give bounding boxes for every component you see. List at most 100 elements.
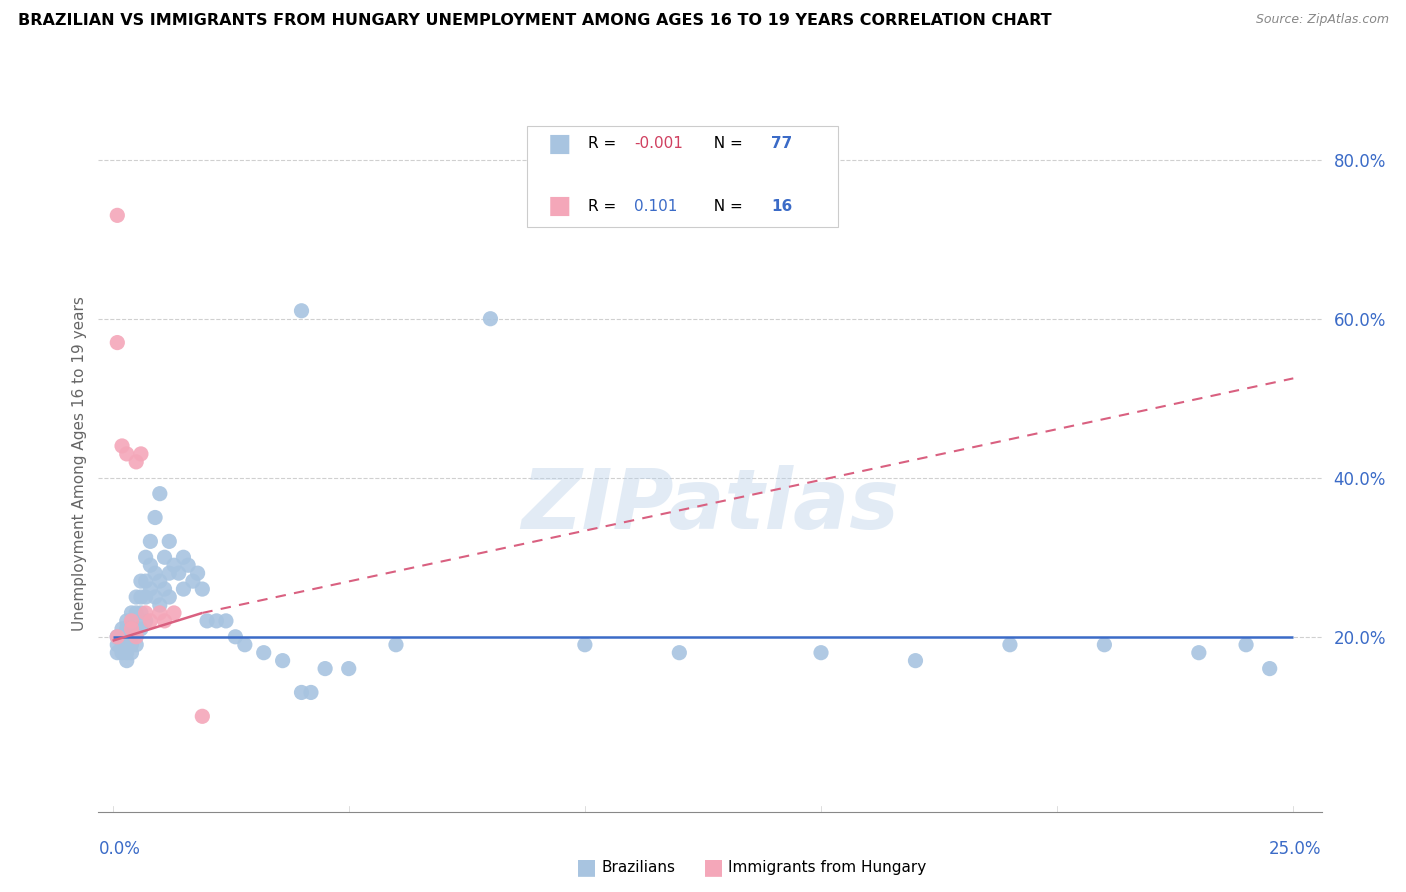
Text: 0.101: 0.101	[634, 199, 678, 214]
Point	[135, 614, 157, 628]
Text: ■: ■	[576, 857, 598, 877]
Point	[172, 582, 194, 596]
Point	[205, 614, 228, 628]
Text: R =: R =	[588, 199, 621, 214]
Point	[115, 646, 138, 660]
Point	[1188, 646, 1211, 660]
Point	[129, 447, 152, 461]
Point	[121, 614, 143, 628]
Point	[224, 630, 246, 644]
Point	[157, 534, 180, 549]
Text: ■: ■	[547, 194, 571, 219]
Point	[111, 638, 134, 652]
Point	[149, 574, 172, 588]
Point	[153, 550, 176, 565]
Point	[191, 709, 214, 723]
Point	[143, 510, 166, 524]
Point	[1234, 638, 1257, 652]
Point	[105, 630, 128, 644]
Text: N =: N =	[704, 199, 748, 214]
Point	[139, 582, 162, 596]
Point	[129, 622, 152, 636]
Point	[105, 208, 128, 222]
Point	[105, 630, 128, 644]
Point	[153, 614, 176, 628]
Point	[105, 638, 128, 652]
Text: Immigrants from Hungary: Immigrants from Hungary	[728, 860, 927, 874]
Point	[181, 574, 204, 588]
Text: ■: ■	[703, 857, 724, 877]
Point	[105, 335, 128, 350]
Point	[135, 574, 157, 588]
Point	[115, 654, 138, 668]
Point	[125, 590, 148, 604]
Text: N =: N =	[704, 136, 748, 152]
Text: 25.0%: 25.0%	[1270, 839, 1322, 857]
Point	[121, 638, 143, 652]
Point	[115, 622, 138, 636]
Point	[129, 574, 152, 588]
Text: BRAZILIAN VS IMMIGRANTS FROM HUNGARY UNEMPLOYMENT AMONG AGES 16 TO 19 YEARS CORR: BRAZILIAN VS IMMIGRANTS FROM HUNGARY UNE…	[18, 13, 1052, 29]
Point	[157, 590, 180, 604]
Point	[139, 534, 162, 549]
Point	[125, 606, 148, 620]
Point	[121, 606, 143, 620]
Point	[299, 685, 322, 699]
Point	[172, 550, 194, 565]
Point	[167, 566, 190, 581]
Point	[115, 630, 138, 644]
Point	[337, 662, 360, 676]
Point	[111, 630, 134, 644]
Point	[111, 630, 134, 644]
Point	[105, 646, 128, 660]
Point	[314, 662, 336, 676]
Point	[998, 638, 1021, 652]
Point	[121, 646, 143, 660]
Point	[1092, 638, 1115, 652]
Point	[233, 638, 256, 652]
Point	[187, 566, 209, 581]
Point	[111, 622, 134, 636]
Point	[139, 614, 162, 628]
Point	[149, 598, 172, 612]
Point	[125, 622, 148, 636]
Point	[135, 550, 157, 565]
Point	[810, 646, 832, 660]
Point	[129, 606, 152, 620]
Point	[177, 558, 200, 573]
Point	[115, 614, 138, 628]
Point	[163, 606, 186, 620]
Point	[125, 638, 148, 652]
Point	[290, 685, 312, 699]
Point	[215, 614, 238, 628]
Point	[125, 630, 148, 644]
Point	[271, 654, 294, 668]
Y-axis label: Unemployment Among Ages 16 to 19 years: Unemployment Among Ages 16 to 19 years	[72, 296, 87, 632]
FancyBboxPatch shape	[526, 127, 838, 227]
Point	[904, 654, 927, 668]
Text: -0.001: -0.001	[634, 136, 683, 152]
Point	[115, 447, 138, 461]
Text: 0.0%: 0.0%	[98, 839, 141, 857]
Point	[1258, 662, 1281, 676]
Point	[135, 590, 157, 604]
Point	[195, 614, 218, 628]
Point	[121, 630, 143, 644]
Point	[290, 303, 312, 318]
Point	[574, 638, 596, 652]
Point	[153, 582, 176, 596]
Point	[143, 590, 166, 604]
Text: ■: ■	[547, 132, 571, 156]
Point	[135, 606, 157, 620]
Text: 16: 16	[772, 199, 793, 214]
Text: R =: R =	[588, 136, 621, 152]
Point	[163, 558, 186, 573]
Text: Source: ZipAtlas.com: Source: ZipAtlas.com	[1256, 13, 1389, 27]
Point	[125, 455, 148, 469]
Point	[139, 558, 162, 573]
Point	[385, 638, 408, 652]
Text: Brazilians: Brazilians	[602, 860, 676, 874]
Point	[111, 646, 134, 660]
Point	[253, 646, 276, 660]
Point	[479, 311, 502, 326]
